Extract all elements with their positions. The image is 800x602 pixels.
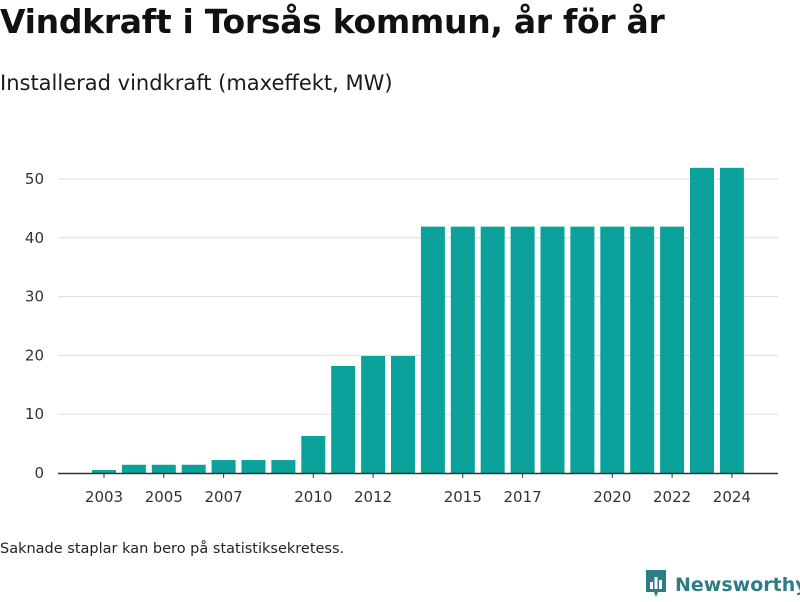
bar-2011 [331, 365, 356, 473]
bar-2005 [151, 464, 176, 473]
bar-2015 [450, 226, 475, 473]
bar-2009 [271, 460, 296, 473]
y-tick-label: 0 [34, 464, 44, 482]
chart-title: Vindkraft i Torsås kommun, år för år [0, 2, 665, 41]
bar-2003 [92, 470, 116, 473]
y-tick-label: 10 [25, 405, 44, 423]
bar-2019 [570, 226, 595, 473]
y-tick-label: 30 [25, 288, 44, 306]
bar-2021 [630, 226, 655, 473]
bar-2016 [480, 226, 505, 473]
y-tick-label: 40 [25, 229, 44, 247]
x-tick-label: 2017 [504, 488, 542, 506]
x-tick-label: 2012 [354, 488, 392, 506]
bar-2023 [690, 167, 714, 473]
x-tick-label: 2003 [85, 488, 123, 506]
bar-chart: 0 10 20 30 40 50 2003 2005 2007 2010 2012 2015 2017 2… [25, 167, 778, 506]
x-tick-label: 2007 [205, 488, 243, 506]
bar-2018 [540, 226, 565, 473]
x-tick-label: 2022 [653, 488, 691, 506]
bar-2006 [181, 464, 206, 473]
newsworthy-logo-icon [644, 568, 668, 602]
bar-2017 [510, 226, 535, 473]
bar-2008 [241, 460, 266, 473]
bar-2020 [600, 226, 625, 473]
bar-2022 [660, 226, 685, 473]
y-tick-label: 20 [25, 346, 44, 364]
newsworthy-logo: Newsworthy [644, 568, 800, 602]
y-tick-label: 50 [25, 170, 44, 188]
x-tick-label: 2024 [713, 488, 751, 506]
bar-2004 [121, 464, 146, 473]
bar-2012 [361, 355, 386, 473]
chart-subtitle: Installerad vindkraft (maxeffekt, MW) [0, 71, 393, 95]
newsworthy-logo-text: Newsworthy [675, 574, 800, 596]
x-tick-label: 2015 [444, 488, 482, 506]
bar-2013 [391, 355, 415, 473]
bar-2007 [211, 460, 236, 473]
bar-2014 [420, 226, 445, 473]
x-tick-label: 2005 [145, 488, 183, 506]
footnote: Saknade staplar kan bero på statistiksek… [0, 541, 345, 557]
bar-2024 [719, 167, 744, 473]
x-tick-label: 2020 [593, 488, 631, 506]
bar-2010 [301, 435, 326, 473]
x-tick-label: 2010 [294, 488, 332, 506]
